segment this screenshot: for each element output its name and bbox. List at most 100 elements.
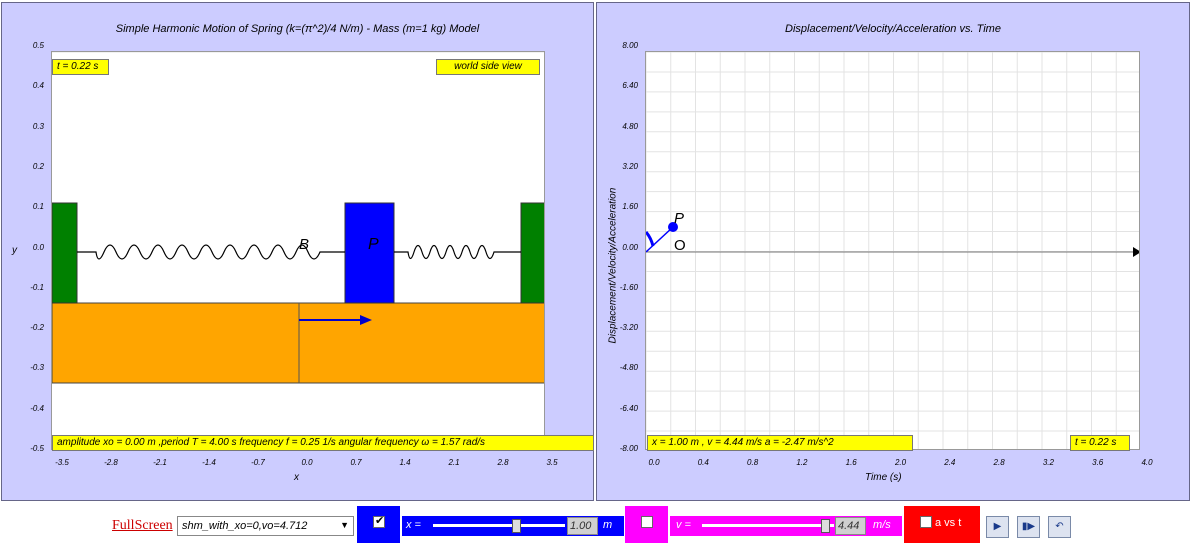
fullscreen-link[interactable]: FullScreen [112,518,173,533]
graph-x-axis-label: Time (s) [865,472,902,483]
checkmark-icon: ✔ [375,515,385,527]
graph-plot-area[interactable]: P O [645,51,1140,450]
graph-y-tick-label: 8.00 [622,41,638,50]
world-y-tick-label: 0.4 [32,81,44,91]
play-icon: ▶ [993,521,1002,532]
x-slider-thumb[interactable] [511,519,521,533]
graph-y-tick-label: 3.20 [622,161,638,171]
x-value-field[interactable]: 1.00 [567,517,598,535]
a-label: a vs t [935,517,962,529]
x-unit: m [603,519,613,531]
right-wall [520,202,544,304]
world-x-tick-label: 0.7 [350,458,362,467]
graph-x-tick-label: 3.6 [1092,458,1104,467]
x-slider[interactable] [433,519,565,533]
world-x-tick-label: -3.5 [55,458,69,467]
graph-x-tick-label: 0.8 [747,458,759,467]
play-button[interactable]: ▶ [986,516,1009,538]
v-slider[interactable] [702,519,834,533]
world-panel-title: Simple Harmonic Motion of Spring (k=(π^2… [115,23,480,35]
chevron-down-icon: ▼ [340,520,349,530]
graph-x-tick-label: 0.0 [648,458,660,467]
preset-select-value: shm_with_xo=0,vo=4.712 [182,520,308,532]
graph-x-tick-label: 4.0 [1141,458,1153,467]
world-y-tick-label: -0.5 [30,444,44,453]
world-x-tick-label: 2.8 [497,458,509,467]
v-unit: m/s [873,519,891,531]
v-value-field[interactable]: 4.44 [835,517,866,535]
world-y-tick-label: 0.5 [32,41,44,50]
graph-y-tick-label: -8.00 [619,444,638,453]
graph-y-tick-label: -4.80 [619,363,638,373]
graph-x-tick-label: 1.2 [796,458,808,467]
point-p-label: P [674,210,685,227]
v-checkbox[interactable] [641,516,653,528]
origin-label: O [674,237,686,254]
graph-x-tick-label: 0.4 [697,458,709,467]
graph-y-axis-label: Displacement/Velocity/Acceleration [607,187,619,344]
world-y-tick-label: -0.2 [30,323,44,333]
graph-panel-title: Displacement/Velocity/Acceleration vs. T… [785,23,1001,35]
world-y-tick-label: 0.3 [32,121,44,131]
graph-x-tick-label: 2.4 [944,458,956,467]
graph-y-tick-label: -3.20 [619,323,638,333]
world-scene [52,52,544,384]
v-slider-track [702,524,834,527]
graph-y-tick-label: -6.40 [619,403,638,413]
world-plot-area[interactable]: B P [51,51,545,450]
v-label: v = [676,519,691,531]
x-slider-track [433,524,565,527]
graph-x-tick-label: 2.8 [993,458,1005,467]
reset-icon: ↶ [1055,521,1064,532]
graph-time-label: t = 0.22 s [1070,435,1130,451]
world-y-axis-label: y [12,245,17,256]
v-slider-thumb[interactable] [821,519,831,533]
right-spring [394,244,521,260]
graph-y-tick-label: 1.60 [622,202,638,212]
graph-y-tick-label: 0.00 [622,242,638,252]
world-x-tick-label: 1.4 [399,458,411,467]
world-x-tick-label: 0.0 [301,458,313,467]
world-time-label: t = 0.22 s [52,59,109,75]
world-y-tick-label: -0.1 [30,282,44,292]
x-checkbox[interactable]: ✔ [373,515,385,528]
x-label: x = [406,519,421,531]
world-y-tick-label: 0.1 [32,202,44,212]
time-axis-arrow [1133,247,1139,257]
graph-y-tick-label: -1.60 [619,282,638,292]
world-x-tick-label: -1.4 [202,458,216,467]
world-info-label: amplitude xo = 0.00 m ,period T = 4.00 s… [52,435,594,451]
world-x-axis-label: x [294,472,299,483]
world-y-tick-label: -0.3 [30,363,44,373]
world-view-label: world side view [436,59,540,75]
world-y-tick-label: -0.4 [30,403,44,413]
overlap-marker: B [299,236,310,253]
world-x-tick-label: -0.7 [251,458,265,467]
graph-y-tick-label: 4.80 [622,121,638,131]
origin-arc [646,231,655,247]
world-x-tick-label: 2.1 [448,458,460,467]
point-p [668,222,678,232]
world-x-tick-label: 3.5 [546,458,558,467]
step-button[interactable]: ▮▶ [1017,516,1040,538]
mass-label: P [368,236,379,253]
left-spring [77,244,345,260]
graph-y-tick-label: 6.40 [622,81,638,91]
world-y-tick-label: 0.0 [32,242,44,252]
a-checkbox[interactable] [920,516,932,528]
world-y-tick-label: 0.2 [32,161,44,171]
mass-block [344,202,395,304]
left-wall [52,202,78,304]
a-toggle-panel [904,506,980,543]
graph-x-tick-label: 3.2 [1042,458,1054,467]
graph-readout: x = 1.00 m , v = 4.44 m/s a = -2.47 m/s^… [647,435,913,451]
graph-x-tick-label: 1.6 [845,458,857,467]
reset-button[interactable]: ↶ [1048,516,1071,538]
world-x-tick-label: -2.8 [104,458,118,467]
floor [52,302,544,384]
world-x-tick-label: -2.1 [153,458,167,467]
preset-select[interactable]: shm_with_xo=0,vo=4.712 ▼ [177,516,354,536]
step-forward-icon: ▮▶ [1021,521,1036,532]
graph-x-tick-label: 2.0 [894,458,907,467]
graph-canvas [646,52,1139,449]
